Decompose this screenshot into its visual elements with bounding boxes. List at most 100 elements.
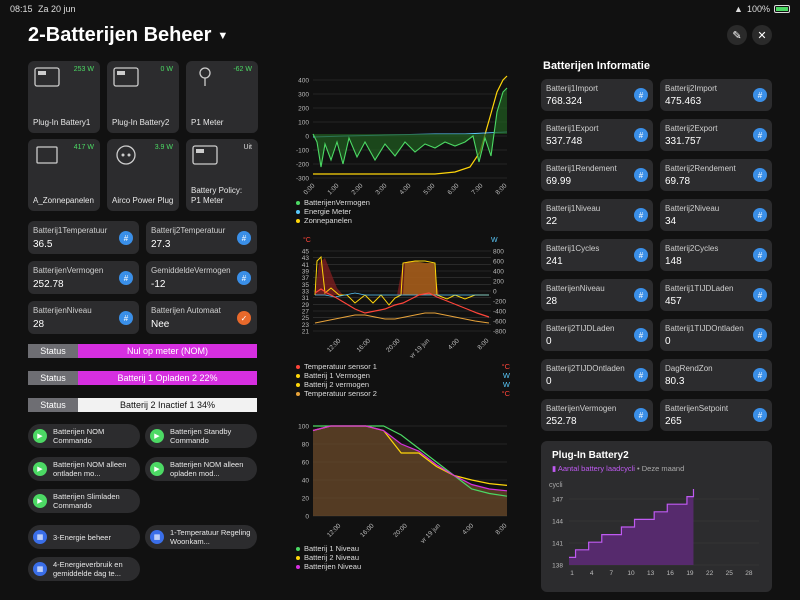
info-card[interactable]: Batterij1Rendement 69.99 # (541, 159, 653, 191)
info-card[interactable]: Batterij2TIJDOntladen 0 # (541, 359, 653, 391)
edit-button[interactable]: ✎ (727, 25, 747, 45)
info-card[interactable]: BatterijenNiveau 28 # (541, 279, 653, 311)
info-value: 768.324 (546, 96, 583, 107)
y-tick-label: -200 (493, 299, 506, 306)
legend-dot (296, 382, 300, 387)
legend-item[interactable]: Zonnepanelen (296, 216, 496, 225)
legend-item[interactable]: Batterijen Niveau (296, 562, 496, 571)
inverter-icon (36, 146, 58, 164)
info-card[interactable]: DagRendZon 80.3 # (660, 359, 772, 391)
x-axis-ticks: 12:00 16:00 20:00 vr 19 jun 4:00 8:00 (326, 337, 491, 360)
info-card[interactable]: Batterij1Export 537.748 # (541, 119, 653, 151)
info-card[interactable]: Batterij1Import 768.324 # (541, 79, 653, 111)
tile-plug-in-battery2[interactable]: 0 W Plug-In Battery2 (107, 61, 179, 133)
legend-item[interactable]: Temperatuur sensor 2 °C (296, 389, 510, 398)
close-button[interactable]: ✕ (752, 25, 772, 45)
bar-chart-icon: ▮ (552, 464, 558, 473)
info-card[interactable]: BatterijenVermogen 252.78 # (541, 399, 653, 431)
info-label: BatterijenNiveau (546, 284, 605, 293)
legend-label: Energie Meter (304, 207, 352, 216)
info-card[interactable]: Batterij1TIJDLaden 457 # (660, 279, 772, 311)
card-batterijen-niveau[interactable]: BatterijenNiveau 28 # (28, 301, 139, 334)
legend-item[interactable]: Batterij 1 Niveau (296, 544, 496, 553)
scene-temperatuur-regeling[interactable]: ▦ 1-Temperatuur Regeling Woonkam... (145, 525, 257, 549)
dashboard-title[interactable]: 2-Batterijen Beheer ▼ (28, 24, 228, 47)
x-tick-label: 16 (667, 570, 675, 577)
battery-level-chart[interactable]: 100 80 60 40 20 0 12:00 16:00 20:00 vr 19 jun 4:0… (285, 418, 515, 544)
card-gemiddelde-vermogen[interactable]: GemiddeldeVermogen -12 # (146, 261, 257, 294)
legend-item[interactable]: Batterij 2 vermogen W (296, 380, 510, 389)
info-card[interactable]: Batterij2Rendement 69.78 # (660, 159, 772, 191)
command-label: Batterijen NOM Commando (53, 427, 105, 445)
hash-icon: # (753, 328, 767, 342)
info-card[interactable]: Batterij2Import 475.463 # (660, 79, 772, 111)
tile-airco-power-plug[interactable]: 3.9 W Airco Power Plug (107, 139, 179, 211)
battery-icon (774, 5, 790, 13)
command-label: Batterijen NOM alleen ontladen mo... (53, 460, 127, 478)
y-tick-label: 27 (302, 309, 310, 316)
status-value: Batterij 2 Inactief 1 34% (78, 398, 257, 412)
legend-item[interactable]: Batterij 2 Niveau (296, 553, 496, 562)
command-nom-ontladen[interactable]: ▶ Batterijen NOM alleen ontladen mo... (28, 457, 140, 481)
status-bar: 08:15 Za 20 jun ▲ 100% (0, 0, 800, 18)
tile-value: 3.9 W (154, 144, 173, 151)
info-card[interactable]: Batterij1Niveau 22 # (541, 199, 653, 231)
legend-label: Temperatuur sensor 1 (304, 362, 377, 371)
temperature-chart-legend: Temperatuur sensor 1 °C Batterij 1 Vermog… (296, 362, 510, 398)
hash-icon: # (634, 248, 648, 262)
scene-energieverbruik[interactable]: ▦ 4-Energieverbruik en gemiddelde dag te… (28, 557, 140, 581)
legend-item[interactable]: Energie Meter (296, 207, 496, 216)
info-label: Batterij2Cycles (665, 244, 719, 253)
hash-icon: # (634, 368, 648, 382)
legend-dot (296, 391, 300, 396)
legend-item[interactable]: Temperatuur sensor 1 °C (296, 362, 510, 371)
command-slimladen[interactable]: ▶ Batterijen Slimladen Commando (28, 489, 140, 513)
play-icon: ▶ (150, 429, 164, 443)
info-card[interactable]: BatterijenSetpoint 265 # (660, 399, 772, 431)
hash-icon: # (634, 328, 648, 342)
hash-icon: # (753, 248, 767, 262)
meter-icon (199, 67, 211, 86)
tile-zonnepanelen[interactable]: 417 W A_Zonnepanelen (28, 139, 100, 211)
card-batterijen-automaat[interactable]: Batterijen Automaat Nee ✓ (146, 301, 257, 334)
info-card[interactable]: Batterij1TIJDOntladen 0 # (660, 319, 772, 351)
tile-battery-policy[interactable]: Uit Battery Policy: P1 Meter (186, 139, 258, 211)
legend-item[interactable]: BatterijenVermogen (296, 198, 496, 207)
info-card[interactable]: Batterij1Cycles 241 # (541, 239, 653, 271)
x-tick-label: 19 (686, 570, 694, 577)
scene-energie-beheer[interactable]: ▦ 3-Energie beheer (28, 525, 140, 549)
info-card[interactable]: Batterij2Niveau 34 # (660, 199, 772, 231)
info-label: Batterij2Import (665, 84, 718, 93)
hash-icon: # (753, 88, 767, 102)
legend-unit: W (502, 380, 510, 389)
battery-power-area-orange (403, 261, 437, 295)
period-label: • Deze maand (637, 464, 685, 473)
tile-value: -62 W (233, 66, 252, 73)
hash-icon: # (634, 208, 648, 222)
card-batterij1-temperatuur[interactable]: Batterij1Temperatuur 36.5 # (28, 221, 139, 254)
card-batterij2-temperatuur[interactable]: Batterij2Temperatuur 27.3 # (146, 221, 257, 254)
chart-grid (313, 250, 491, 332)
info-card[interactable]: Batterij2Export 331.757 # (660, 119, 772, 151)
info-value: 34 (665, 216, 677, 227)
y-tick-label: 100 (298, 424, 309, 431)
command-nom-opladen[interactable]: ▶ Batterijen NOM alleen opladen mod... (145, 457, 257, 481)
info-card[interactable]: Batterij2Cycles 148 # (660, 239, 772, 271)
hash-icon: # (237, 271, 251, 285)
tile-plug-in-battery1[interactable]: 253 W Plug-In Battery1 (28, 61, 100, 133)
tile-p1-meter[interactable]: -62 W P1 Meter (186, 61, 258, 133)
x-axis-ticks: 1 4 7 10 13 16 19 22 25 28 (570, 570, 753, 577)
plugin-battery2-card[interactable]: Plug-In Battery2 ▮ Aantal battery laadcy… (541, 441, 772, 592)
power-chart[interactable]: 400 300 200 100 0 -100 -200 -300 0:00 1:00 2:00 3:… (285, 72, 515, 197)
info-label: Batterij2TIJDOntladen (546, 364, 625, 373)
info-card[interactable]: Batterij2TIJDLaden 0 # (541, 319, 653, 351)
legend-item[interactable]: Batterij 1 Vermogen W (296, 371, 510, 380)
card-batterijen-vermogen[interactable]: BatterijenVermogen 252.78 # (28, 261, 139, 294)
y-tick-label: 600 (493, 259, 504, 266)
tile-label: Plug-In Battery1 (33, 118, 91, 127)
command-standby[interactable]: ▶ Batterijen Standby Commando (145, 424, 257, 448)
info-value: 241 (546, 256, 563, 267)
card-label: Batterij2Temperatuur (151, 226, 226, 235)
command-nom[interactable]: ▶ Batterijen NOM Commando (28, 424, 140, 448)
